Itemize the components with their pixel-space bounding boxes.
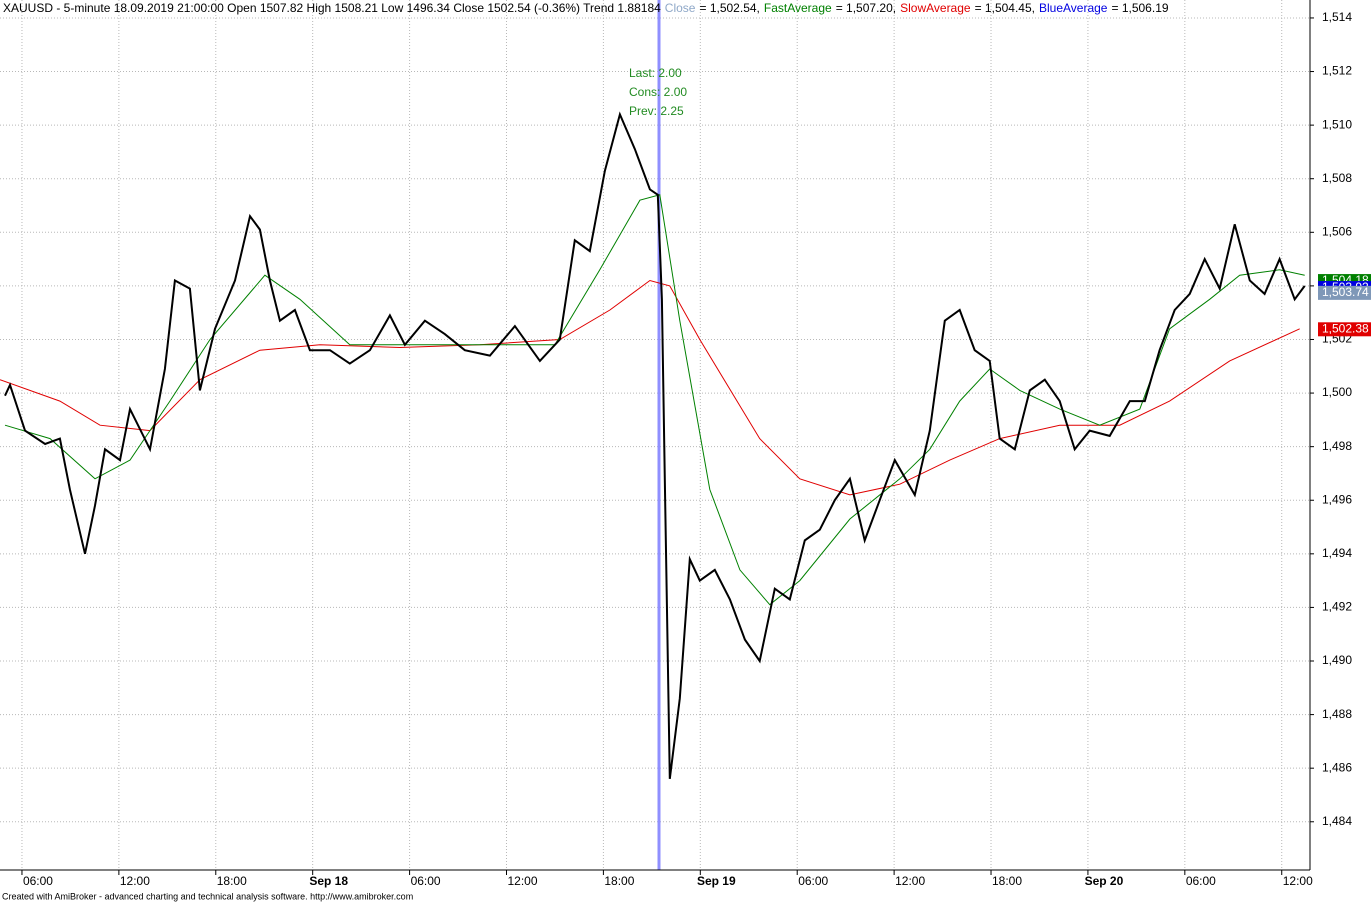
x-tick-label: Sep 18 [309, 874, 348, 888]
x-tick-label: Sep 20 [1085, 874, 1124, 888]
annotation: Cons: 2.00 [629, 85, 687, 99]
y-tick-label: 1,486 [1322, 760, 1352, 774]
x-tick-label: 18:00 [992, 874, 1022, 888]
y-tick-label: 1,500 [1322, 385, 1352, 399]
price-label: 1,503.74 [1322, 285, 1369, 299]
x-tick-label: Sep 19 [697, 874, 736, 888]
y-tick-label: 1,508 [1322, 171, 1352, 185]
x-tick-label: 18:00 [217, 874, 247, 888]
header-part: = 1,502.54, [699, 1, 759, 15]
footer: Created with AmiBroker - advanced charti… [2, 891, 413, 901]
x-tick-label: 06:00 [411, 874, 441, 888]
series-line [4, 111, 1306, 780]
header-part: = 1,504.45, [975, 1, 1035, 15]
y-tick-label: 1,514 [1322, 10, 1352, 24]
y-tick-label: 1,484 [1322, 814, 1352, 828]
price-label-box [1318, 285, 1371, 300]
y-tick-label: 1,512 [1322, 64, 1352, 78]
annotation: Last: 2.00 [629, 66, 682, 80]
x-tick-label: 06:00 [1186, 874, 1216, 888]
y-tick-label: 1,498 [1322, 439, 1352, 453]
y-tick-label: 1,494 [1322, 546, 1352, 560]
header-part: SlowAverage [900, 1, 971, 15]
x-tick-label: 06:00 [798, 874, 828, 888]
annotation: Prev: 2.25 [629, 104, 684, 118]
price-label: 1,502.38 [1322, 321, 1369, 335]
header-part: = 1,507.20, [836, 1, 896, 15]
header-part: Close [665, 1, 696, 15]
chart-header: XAUUSD - 5-minute 18.09.2019 21:00:00 Op… [3, 1, 1169, 15]
y-tick-label: 1,492 [1322, 600, 1352, 614]
header-part: XAUUSD - 5-minute 18.09.2019 21:00:00 Op… [3, 1, 661, 15]
x-tick-label: 12:00 [895, 874, 925, 888]
header-part: BlueAverage [1039, 1, 1108, 15]
x-tick-label: 18:00 [604, 874, 634, 888]
series-line [0, 279, 1300, 496]
y-tick-label: 1,510 [1322, 117, 1352, 131]
y-tick-label: 1,506 [1322, 224, 1352, 238]
axes: 1,484 1,486 1,488 1,490 1,492 1,494 1,496 1,498… [21, 10, 1371, 888]
x-tick-label: 12:00 [120, 874, 150, 888]
x-tick-label: 06:00 [23, 874, 53, 888]
y-tick-label: 1,490 [1322, 653, 1352, 667]
header-part: FastAverage [764, 1, 832, 15]
x-tick-label: 12:00 [507, 874, 537, 888]
y-tick-label: 1,488 [1322, 707, 1352, 721]
price-label-box [1318, 322, 1371, 337]
y-tick-label: 1,496 [1322, 492, 1352, 506]
header-part: = 1,506.19 [1111, 1, 1168, 15]
x-tick-label: 12:00 [1283, 874, 1313, 888]
series-layer [0, 111, 1306, 780]
grid [0, 0, 1310, 870]
